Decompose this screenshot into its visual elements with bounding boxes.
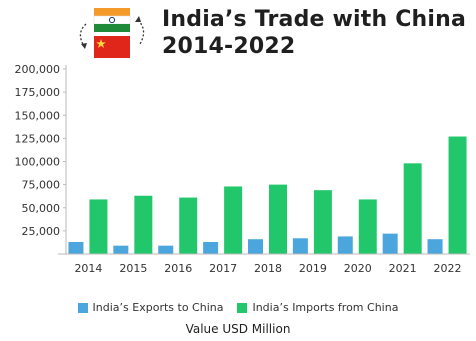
bar-imports-2018 <box>269 184 287 254</box>
x-tick-label: 2016 <box>164 262 192 275</box>
bar-exports-2020 <box>337 236 353 254</box>
y-tick-label: 25,000 <box>22 225 61 238</box>
bar-imports-2014 <box>89 199 108 254</box>
china-flag-star <box>96 39 106 48</box>
y-axis: 25,000 50,000 75,000 100,000 125,000 150,000 1… <box>15 63 67 254</box>
bar-exports-2014 <box>68 241 84 254</box>
bars-group <box>68 136 467 254</box>
china-flag-icon <box>94 36 130 58</box>
chart-title-line-1: India’s Trade with China <box>162 7 467 32</box>
chart-header: India’s Trade with China 2014-2022 <box>70 2 470 60</box>
bar-imports-2021 <box>403 163 422 254</box>
legend-item-exports: India’s Exports to China <box>77 301 224 314</box>
legend-swatch-imports <box>237 302 248 313</box>
india-flag-green-band <box>94 24 130 32</box>
bar-imports-2016 <box>179 197 198 254</box>
y-tick-label: 150,000 <box>15 109 61 122</box>
india-flag-chakra <box>108 16 116 24</box>
legend-item-imports: India’s Imports from China <box>237 301 398 314</box>
chart-legend: India’s Exports to China India’s Imports… <box>0 301 476 314</box>
bar-exports-2015 <box>113 245 129 254</box>
y-tick-label: 200,000 <box>15 63 61 76</box>
y-tick-label: 75,000 <box>22 179 61 192</box>
bar-exports-2018 <box>248 239 263 254</box>
x-tick-label: 2019 <box>299 262 327 275</box>
x-tick-label: 2020 <box>344 262 372 275</box>
bar-exports-2016 <box>158 245 174 254</box>
y-tick-label: 175,000 <box>15 86 61 99</box>
china-flag-field <box>94 36 130 58</box>
y-tick-label: 50,000 <box>22 202 61 215</box>
x-axis: 2014 2015 2016 2017 2018 2019 2020 2021 2022 <box>58 253 470 275</box>
bar-imports-2019 <box>313 190 332 254</box>
y-tick-label: 125,000 <box>15 132 61 145</box>
legend-label-exports: India’s Exports to China <box>92 301 224 314</box>
chart-title-line-2: 2014-2022 <box>162 34 296 59</box>
x-tick-label: 2021 <box>389 262 417 275</box>
x-tick-label: 2017 <box>209 262 237 275</box>
chart-caption: Value USD Million <box>185 322 291 336</box>
bar-exports-2021 <box>382 233 398 254</box>
bar-imports-2015 <box>134 195 153 254</box>
y-tick-label: 100,000 <box>15 156 61 169</box>
x-tick-label: 2014 <box>74 262 102 275</box>
india-china-flags-icon <box>79 8 145 58</box>
chart-title: India’s Trade with China 2014-2022 <box>162 6 466 60</box>
bar-imports-2017 <box>224 186 243 254</box>
trade-bar-chart: 25,000 50,000 75,000 100,000 125,000 150,000 1… <box>15 63 470 275</box>
x-tick-label: 2022 <box>434 262 462 275</box>
legend-label-imports: India’s Imports from China <box>252 301 399 314</box>
exchange-arrows-icon <box>79 19 145 47</box>
bar-imports-2020 <box>358 199 377 254</box>
india-flag-icon <box>93 8 131 32</box>
x-tick-label: 2015 <box>119 262 147 275</box>
bar-exports-2022 <box>427 239 443 254</box>
bar-exports-2019 <box>292 238 308 254</box>
india-flag-saffron-band <box>94 8 130 16</box>
bar-exports-2017 <box>203 241 219 254</box>
x-tick-label: 2018 <box>254 262 282 275</box>
bar-imports-2022 <box>448 136 467 254</box>
legend-swatch-exports <box>77 302 88 313</box>
